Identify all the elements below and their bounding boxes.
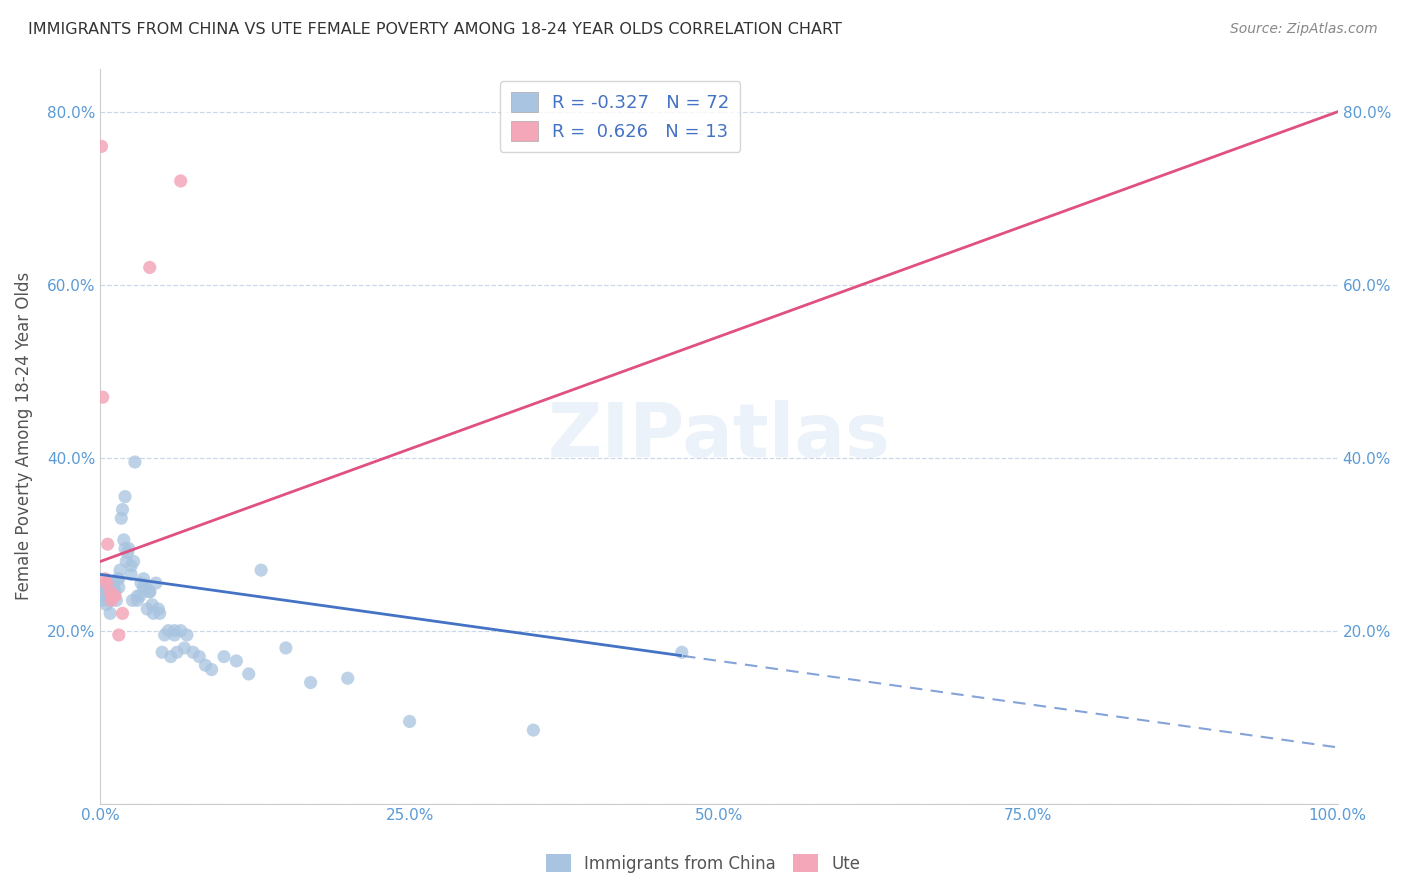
Point — [121, 593, 143, 607]
Point — [225, 654, 247, 668]
Point — [97, 576, 120, 591]
Point — [127, 593, 149, 607]
Point — [141, 598, 163, 612]
Point — [128, 589, 150, 603]
Point — [111, 607, 134, 621]
Point — [94, 589, 117, 603]
Point — [173, 640, 195, 655]
Y-axis label: Female Poverty Among 18-24 Year Olds: Female Poverty Among 18-24 Year Olds — [15, 272, 32, 600]
Point — [148, 602, 170, 616]
Point — [150, 645, 173, 659]
Point — [124, 455, 146, 469]
Point — [145, 576, 167, 591]
Legend: Immigrants from China, Ute: Immigrants from China, Ute — [540, 847, 866, 880]
Point — [96, 581, 118, 595]
Point — [166, 645, 188, 659]
Point — [108, 581, 131, 595]
Point — [163, 628, 186, 642]
Point — [398, 714, 420, 729]
Point — [118, 541, 141, 556]
Point — [107, 572, 129, 586]
Point — [98, 584, 121, 599]
Point — [97, 589, 120, 603]
Point — [163, 624, 186, 638]
Point — [96, 576, 118, 591]
Point — [153, 628, 176, 642]
Point — [139, 260, 162, 275]
Point — [201, 663, 224, 677]
Point — [139, 584, 162, 599]
Point — [112, 533, 135, 547]
Point — [94, 572, 117, 586]
Point — [299, 675, 322, 690]
Point — [103, 581, 125, 595]
Point — [139, 584, 162, 599]
Point — [114, 541, 136, 556]
Point — [122, 554, 145, 568]
Point — [170, 174, 193, 188]
Point — [100, 581, 122, 595]
Point — [98, 593, 121, 607]
Legend: R = -0.327   N = 72, R =  0.626   N = 13: R = -0.327 N = 72, R = 0.626 N = 13 — [499, 81, 740, 152]
Point — [100, 593, 122, 607]
Point — [127, 589, 149, 603]
Point — [120, 558, 142, 573]
Point — [159, 649, 181, 664]
Point — [157, 624, 180, 638]
Point — [90, 581, 112, 595]
Point — [108, 628, 131, 642]
Point — [93, 584, 115, 599]
Point — [98, 607, 121, 621]
Point — [671, 645, 693, 659]
Point — [135, 581, 157, 595]
Text: IMMIGRANTS FROM CHINA VS UTE FEMALE POVERTY AMONG 18-24 YEAR OLDS CORRELATION CH: IMMIGRANTS FROM CHINA VS UTE FEMALE POVE… — [28, 22, 842, 37]
Point — [274, 640, 297, 655]
Point — [136, 602, 159, 616]
Point — [181, 645, 204, 659]
Point — [336, 671, 359, 685]
Text: ZIPatlas: ZIPatlas — [547, 400, 890, 473]
Point — [101, 589, 124, 603]
Point — [108, 563, 131, 577]
Point — [104, 584, 127, 599]
Point — [194, 658, 217, 673]
Point — [105, 593, 128, 607]
Point — [104, 589, 127, 603]
Point — [142, 607, 165, 621]
Point — [132, 581, 155, 595]
Point — [91, 390, 114, 404]
Point — [188, 649, 211, 664]
Text: Source: ZipAtlas.com: Source: ZipAtlas.com — [1230, 22, 1378, 37]
Point — [114, 490, 136, 504]
Point — [97, 537, 120, 551]
Point — [96, 598, 118, 612]
Point — [129, 576, 152, 591]
Point — [108, 572, 131, 586]
Point — [238, 666, 260, 681]
Point — [170, 624, 193, 638]
Point — [132, 572, 155, 586]
Point — [111, 502, 134, 516]
Point — [120, 567, 142, 582]
Point — [149, 607, 172, 621]
Point — [115, 554, 138, 568]
Point — [212, 649, 235, 664]
Point — [101, 584, 124, 599]
Point — [91, 593, 114, 607]
Point — [250, 563, 273, 577]
Point — [176, 628, 198, 642]
Point — [522, 723, 544, 738]
Point — [101, 589, 124, 603]
Point — [90, 139, 112, 153]
Point — [110, 511, 132, 525]
Point — [117, 546, 139, 560]
